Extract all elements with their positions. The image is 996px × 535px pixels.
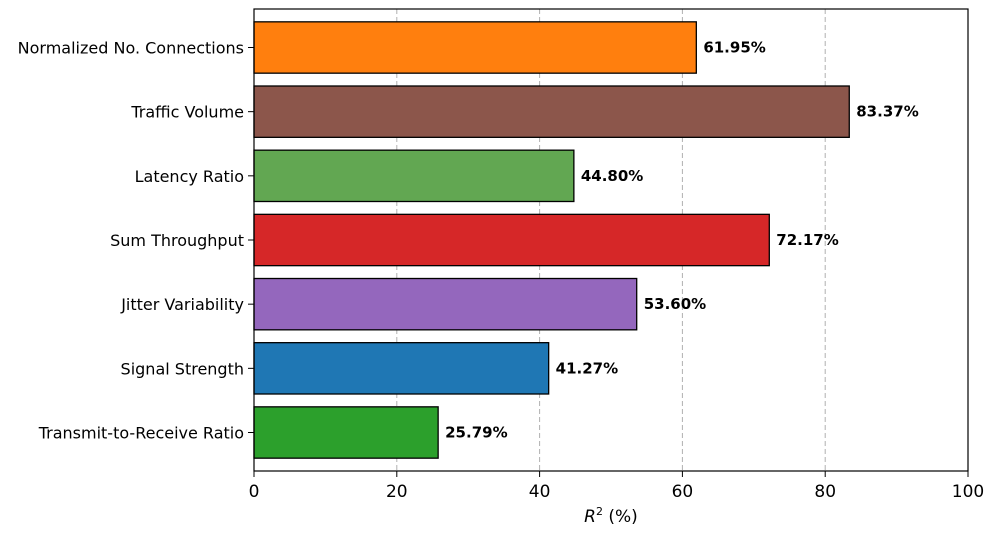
value-label: 61.95% [703,39,765,57]
x-tick-label: 80 [814,482,836,502]
value-label: 72.17% [776,231,838,249]
x-axis-title-main: R [584,507,596,527]
category-label: Sum Throughput [110,231,244,250]
value-label: 53.60% [644,295,706,313]
value-label: 25.79% [445,424,507,442]
x-axis-ticks: 0 20 40 60 80 100 [248,47,984,502]
x-axis-title: R2 (%) [584,505,638,527]
plot-frame [253,8,969,472]
x-axis-title-sup: 2 [596,505,603,518]
bar [253,342,550,395]
bars [253,21,850,459]
x-tick-label: 40 [529,482,551,502]
x-tick-label: 0 [249,482,260,502]
x-tick-label: 100 [952,482,984,502]
bar [253,85,850,138]
value-labels: 61.95% 83.37% 44.80% 72.17% 53.60% 41.27% 25.7… [445,39,919,442]
bar [253,21,697,74]
bar [253,213,770,267]
category-label: Latency Ratio [135,167,244,186]
value-label: 44.80% [581,167,643,185]
category-label: Transmit-to-Receive Ratio [38,424,244,443]
value-label: 83.37% [856,103,918,121]
x-tick-label: 20 [386,482,408,502]
category-label: Traffic Volume [130,103,244,122]
x-axis-title-unit: (%) [603,507,638,527]
category-labels: Normalized No. Connections Traffic Volume… [18,39,244,443]
bar [253,277,638,331]
category-label: Signal Strength [121,359,244,378]
category-label: Normalized No. Connections [18,39,244,58]
bar [253,149,575,203]
x-tick-label: 60 [672,482,694,502]
bar [253,406,439,459]
category-label: Jitter Variability [120,295,244,314]
value-label: 41.27% [556,359,618,377]
